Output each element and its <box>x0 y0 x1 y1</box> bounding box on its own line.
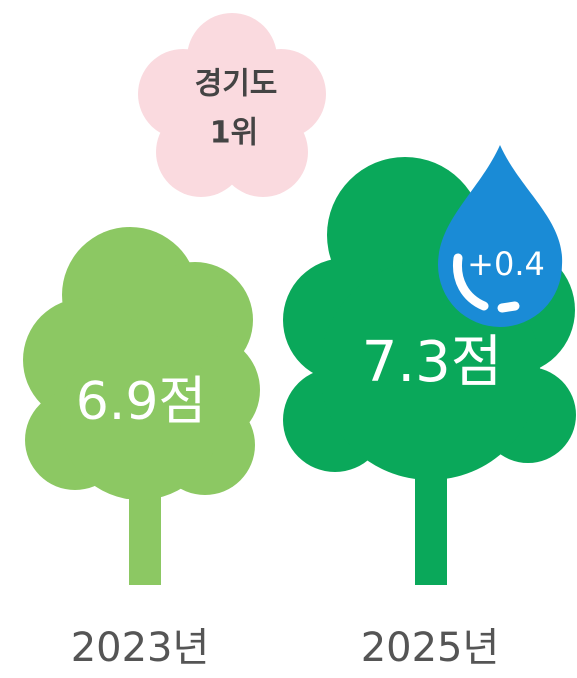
year: 2025년 <box>361 625 500 671</box>
score: 6.9점 <box>76 372 207 432</box>
badge-flower <box>138 13 326 197</box>
badge-line: 1위 <box>210 116 258 151</box>
change: +0.4 <box>467 245 545 283</box>
tree-2023 <box>23 227 260 585</box>
badge-line: 경기도 <box>195 67 278 102</box>
change-drop <box>438 145 563 327</box>
year: 2023년 <box>71 625 210 671</box>
score: 7.3점 <box>362 330 503 395</box>
